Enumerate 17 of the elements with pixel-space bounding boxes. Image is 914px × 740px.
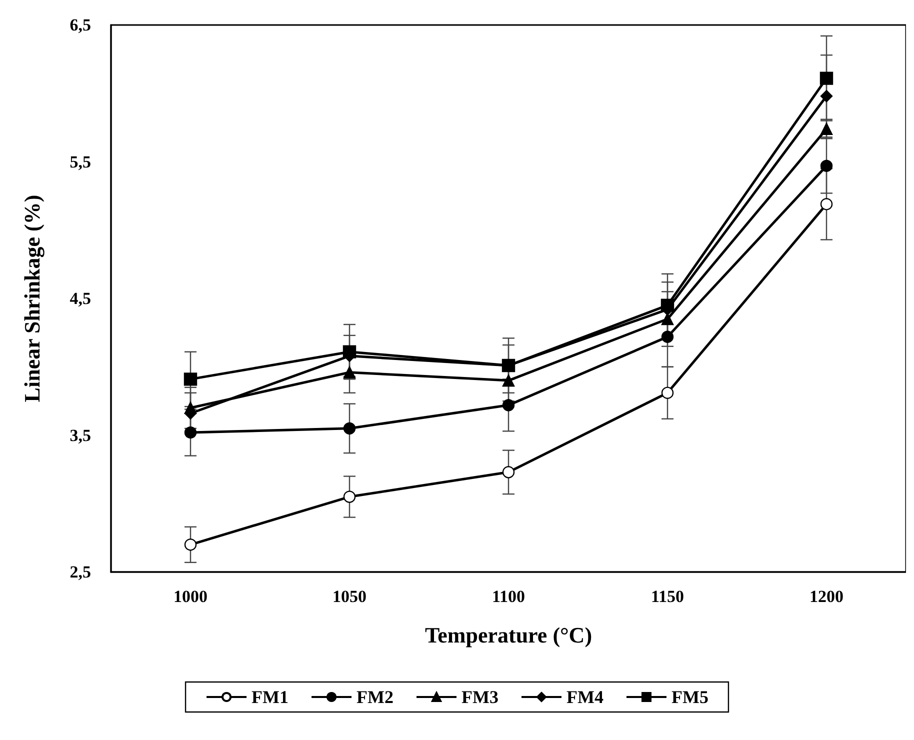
legend-label: FM5 xyxy=(671,687,708,707)
x-tick-label: 1050 xyxy=(332,587,366,606)
x-tick-label: 1000 xyxy=(174,587,208,606)
x-tick-label: 1200 xyxy=(810,587,844,606)
x-axis-title: Temperature (°C) xyxy=(424,622,592,648)
y-tick-label: 5,5 xyxy=(70,152,91,172)
y-tick-label: 3,5 xyxy=(70,426,91,445)
legend-label: FM3 xyxy=(462,687,498,707)
y-axis-title: Linear Shrinkage (%) xyxy=(20,194,44,402)
legend-label: FM1 xyxy=(252,687,289,707)
legend-label: FM2 xyxy=(356,687,394,707)
x-tick-label: 1150 xyxy=(650,587,684,606)
y-tick-label: 4,5 xyxy=(70,289,91,308)
y-tick-label: 2,5 xyxy=(70,562,91,582)
x-tick-label: 1100 xyxy=(492,587,526,606)
legend-label: FM4 xyxy=(566,687,604,707)
y-tick-label: 6,5 xyxy=(70,16,91,34)
